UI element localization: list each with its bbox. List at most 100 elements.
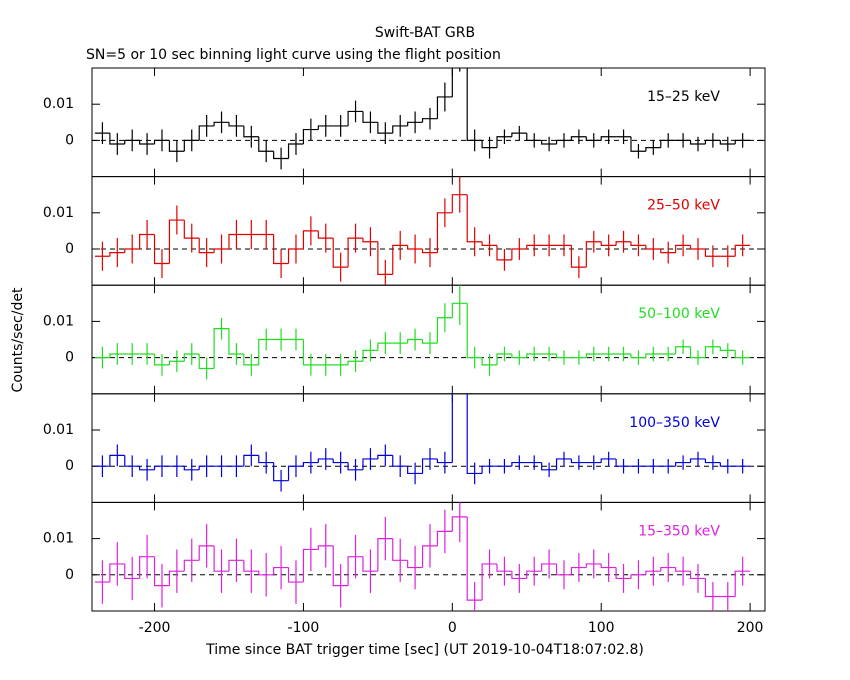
step-bin	[734, 350, 751, 359]
step-bin	[332, 545, 349, 587]
step-bin	[124, 563, 140, 580]
chart-title: Swift-BAT GRB	[375, 25, 475, 41]
step-bin	[704, 346, 721, 358]
step-bin	[421, 339, 438, 344]
step-bin	[407, 245, 423, 250]
step-bin	[466, 393, 483, 475]
step-bin	[407, 466, 423, 475]
step-bin	[153, 556, 170, 587]
step-bin	[481, 357, 497, 366]
legend-label: 25–50 keV	[647, 198, 720, 214]
step-bin	[615, 567, 631, 580]
step-bin	[675, 244, 691, 253]
step-bin	[258, 338, 274, 365]
step-bin	[273, 462, 289, 482]
step-bin	[481, 241, 497, 246]
step-bin	[436, 212, 453, 253]
step-bin	[436, 458, 453, 464]
step-bin	[436, 96, 453, 119]
y-tick-label: 0	[65, 458, 74, 474]
step-bin	[198, 238, 215, 254]
step-bin	[139, 556, 155, 579]
x-tick-label: 100	[588, 620, 615, 636]
step-bin	[228, 233, 244, 249]
step-bin	[168, 570, 185, 586]
step-bin	[228, 559, 244, 572]
step-bin	[451, 516, 468, 532]
step-bin	[436, 317, 453, 344]
step-bin	[258, 136, 274, 152]
step-bin	[511, 132, 527, 137]
step-bin	[704, 249, 721, 257]
x-axis-label: Time since BAT trigger time [sec] (UT 20…	[205, 642, 644, 658]
step-bin	[466, 68, 483, 141]
step-bin	[183, 220, 200, 239]
x-tick-label: -200	[139, 620, 171, 636]
step-bin	[347, 237, 363, 268]
step-bin	[570, 136, 587, 141]
step-bin	[198, 545, 215, 561]
y-tick-label: 0	[65, 350, 74, 366]
step-bin	[675, 346, 691, 354]
step-bin	[451, 302, 468, 318]
step-bin	[645, 245, 661, 250]
step-bin	[109, 454, 125, 467]
step-bin	[213, 121, 229, 126]
step-bin	[362, 349, 378, 362]
step-bin	[139, 233, 155, 249]
step-bin	[466, 194, 483, 243]
panel-frame	[91, 176, 766, 286]
step-bin	[689, 571, 706, 580]
step-bin	[153, 465, 170, 470]
step-bin	[377, 342, 393, 351]
step-bin	[317, 230, 334, 239]
step-bin	[332, 458, 349, 464]
step-bin	[600, 136, 617, 141]
step-bin	[287, 567, 304, 583]
step-bin	[243, 353, 259, 366]
step-bin	[421, 545, 438, 568]
step-bin	[526, 353, 542, 358]
step-bin	[317, 125, 334, 130]
step-bin	[213, 248, 229, 253]
step-bin	[347, 360, 363, 365]
step-bin	[511, 571, 527, 580]
step-bin	[273, 151, 289, 160]
step-bin	[570, 458, 587, 464]
y-tick-label: 0.01	[43, 205, 74, 221]
step-bin	[109, 252, 125, 257]
y-tick-label: 0.01	[43, 96, 74, 112]
step-bin	[213, 545, 229, 572]
step-bin	[585, 563, 602, 568]
y-tick-label: 0.01	[43, 313, 74, 329]
step-bin	[421, 249, 438, 254]
step-bin	[541, 140, 557, 145]
step-bin	[555, 563, 572, 576]
step-bin	[570, 566, 587, 575]
step-bin	[466, 516, 483, 601]
step-bin	[600, 241, 617, 246]
series	[94, 502, 751, 611]
step-bin	[407, 338, 423, 344]
step-bin	[153, 139, 170, 145]
step-bin	[332, 238, 349, 268]
step-bin	[526, 244, 542, 249]
step-bin	[273, 566, 289, 575]
y-tick-label: 0.01	[43, 422, 74, 438]
step-bin	[168, 219, 185, 264]
step-bin	[183, 353, 200, 362]
y-tick-label: 0	[65, 132, 74, 148]
step-bin	[198, 125, 215, 141]
series	[94, 285, 751, 380]
step-bin	[407, 121, 423, 126]
step-bin	[213, 328, 229, 369]
step-bin	[198, 465, 215, 470]
step-bin	[153, 234, 170, 265]
x-tick-label: -100	[288, 620, 320, 636]
step-bin	[362, 111, 378, 123]
series	[94, 176, 751, 286]
step-bin	[139, 140, 155, 145]
step-bin	[541, 462, 557, 471]
step-bin	[704, 578, 721, 598]
